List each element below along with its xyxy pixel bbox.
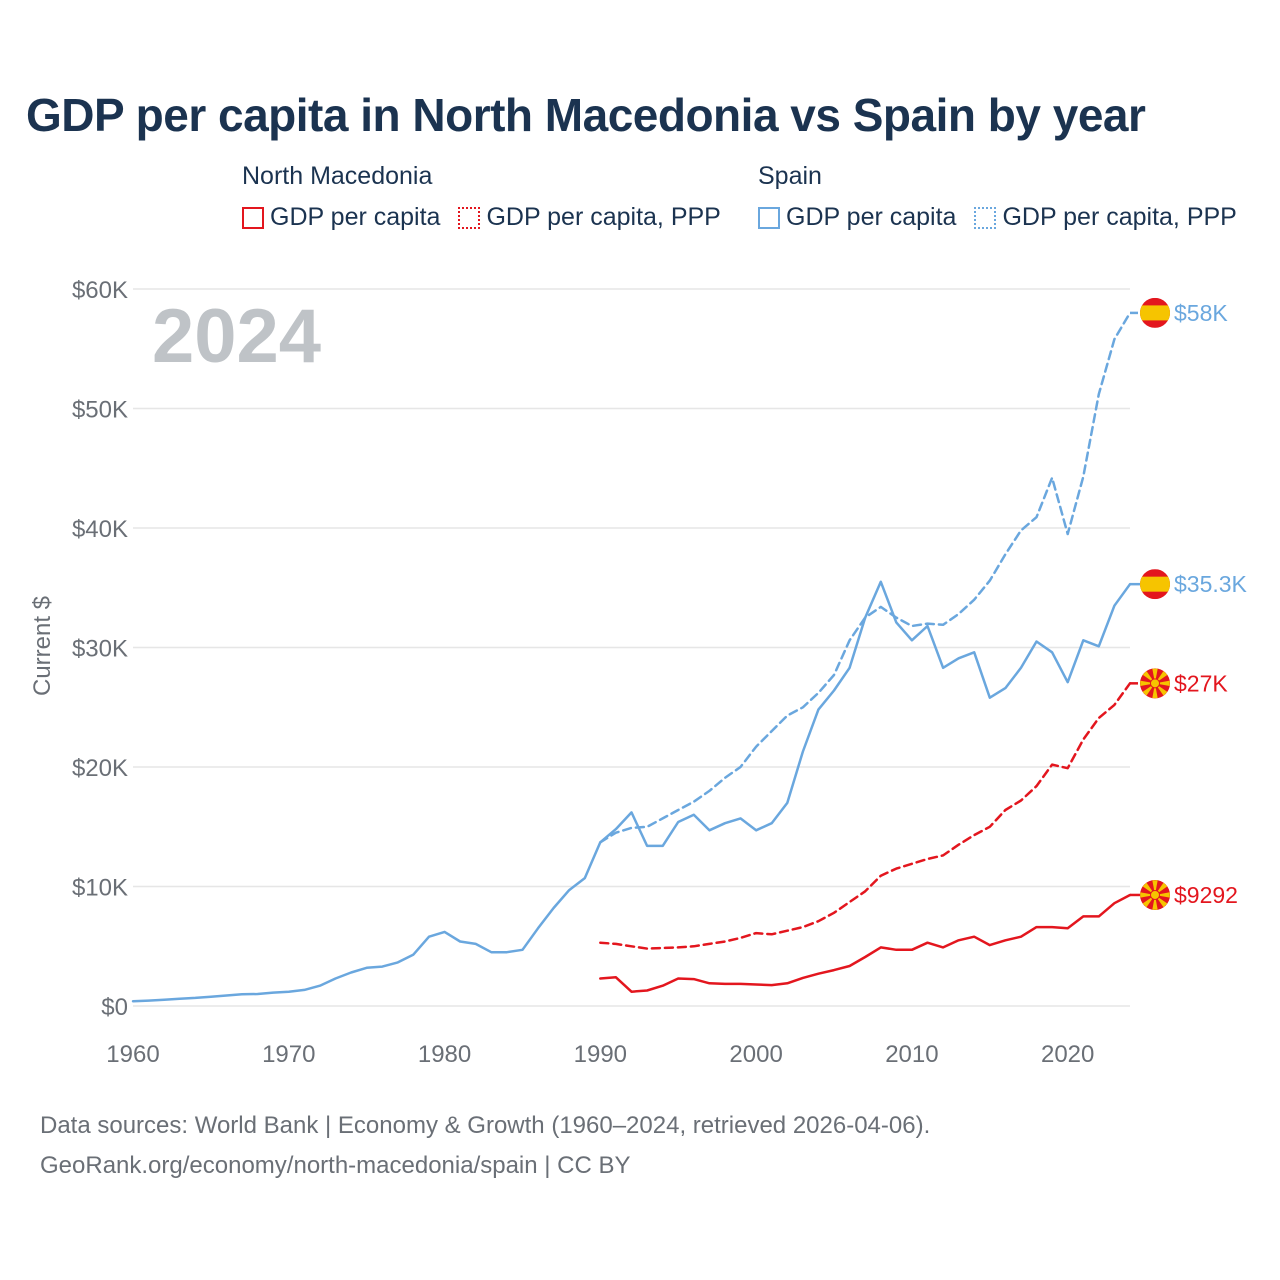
series-lines <box>133 313 1130 1001</box>
series-line-spain-gdp-per-capita[interactable] <box>133 582 1130 1001</box>
series-line-north-macedonia-gdp-per-capita-ppp[interactable] <box>600 683 1130 948</box>
y-tick-label: $50K <box>72 397 128 424</box>
footer: Data sources: World Bank | Economy & Gro… <box>40 1106 930 1186</box>
line-chart: $0$10K$20K$30K$40K$50K$60K 1960 1970 1980 1… <box>0 0 1280 1100</box>
spain-flag-icon <box>1140 298 1170 328</box>
x-tick-label: 2020 <box>1041 1041 1094 1068</box>
y-tick-label: $20K <box>72 755 128 782</box>
y-tick-label: $30K <box>72 636 128 663</box>
y-tick-label: $10K <box>72 875 128 902</box>
x-tick-labels: 1960 1970 1980 1990 2000 2010 2020 <box>106 1041 1094 1068</box>
x-tick-label: 1990 <box>574 1041 627 1068</box>
x-tick-label: 1980 <box>418 1041 471 1068</box>
data-sources: Data sources: World Bank | Economy & Gro… <box>40 1106 930 1146</box>
y-tick-label: $0 <box>101 994 128 1021</box>
y-tick-labels: $0 $10K $20K $30K $40K $50K $60K <box>72 277 128 1021</box>
x-tick-label: 2010 <box>885 1041 938 1068</box>
year-watermark: 2024 <box>152 294 321 379</box>
y-tick-label: $60K <box>72 277 128 304</box>
end-value-label: $58K <box>1174 300 1228 326</box>
end-markers: $58K $35.3K $27K $9292 <box>1130 298 1248 910</box>
source-link[interactable]: GeoRank.org/economy/north-macedonia/spai… <box>40 1146 930 1186</box>
x-tick-label: 1970 <box>262 1041 315 1068</box>
x-tick-label: 2000 <box>729 1041 782 1068</box>
y-tick-label: $40K <box>72 516 128 543</box>
north-macedonia-flag-icon <box>1140 880 1170 910</box>
end-value-label: $35.3K <box>1174 571 1248 597</box>
end-value-label: $9292 <box>1174 882 1238 908</box>
x-tick-label: 1960 <box>106 1041 159 1068</box>
north-macedonia-flag-icon <box>1140 668 1170 698</box>
y-axis-label: Current $ <box>29 596 56 696</box>
end-value-label: $27K <box>1174 670 1228 696</box>
series-line-north-macedonia-gdp-per-capita[interactable] <box>600 895 1130 992</box>
series-line-spain-gdp-per-capita-ppp[interactable] <box>600 313 1130 842</box>
gridlines <box>133 289 1130 1006</box>
spain-flag-icon <box>1140 569 1170 599</box>
